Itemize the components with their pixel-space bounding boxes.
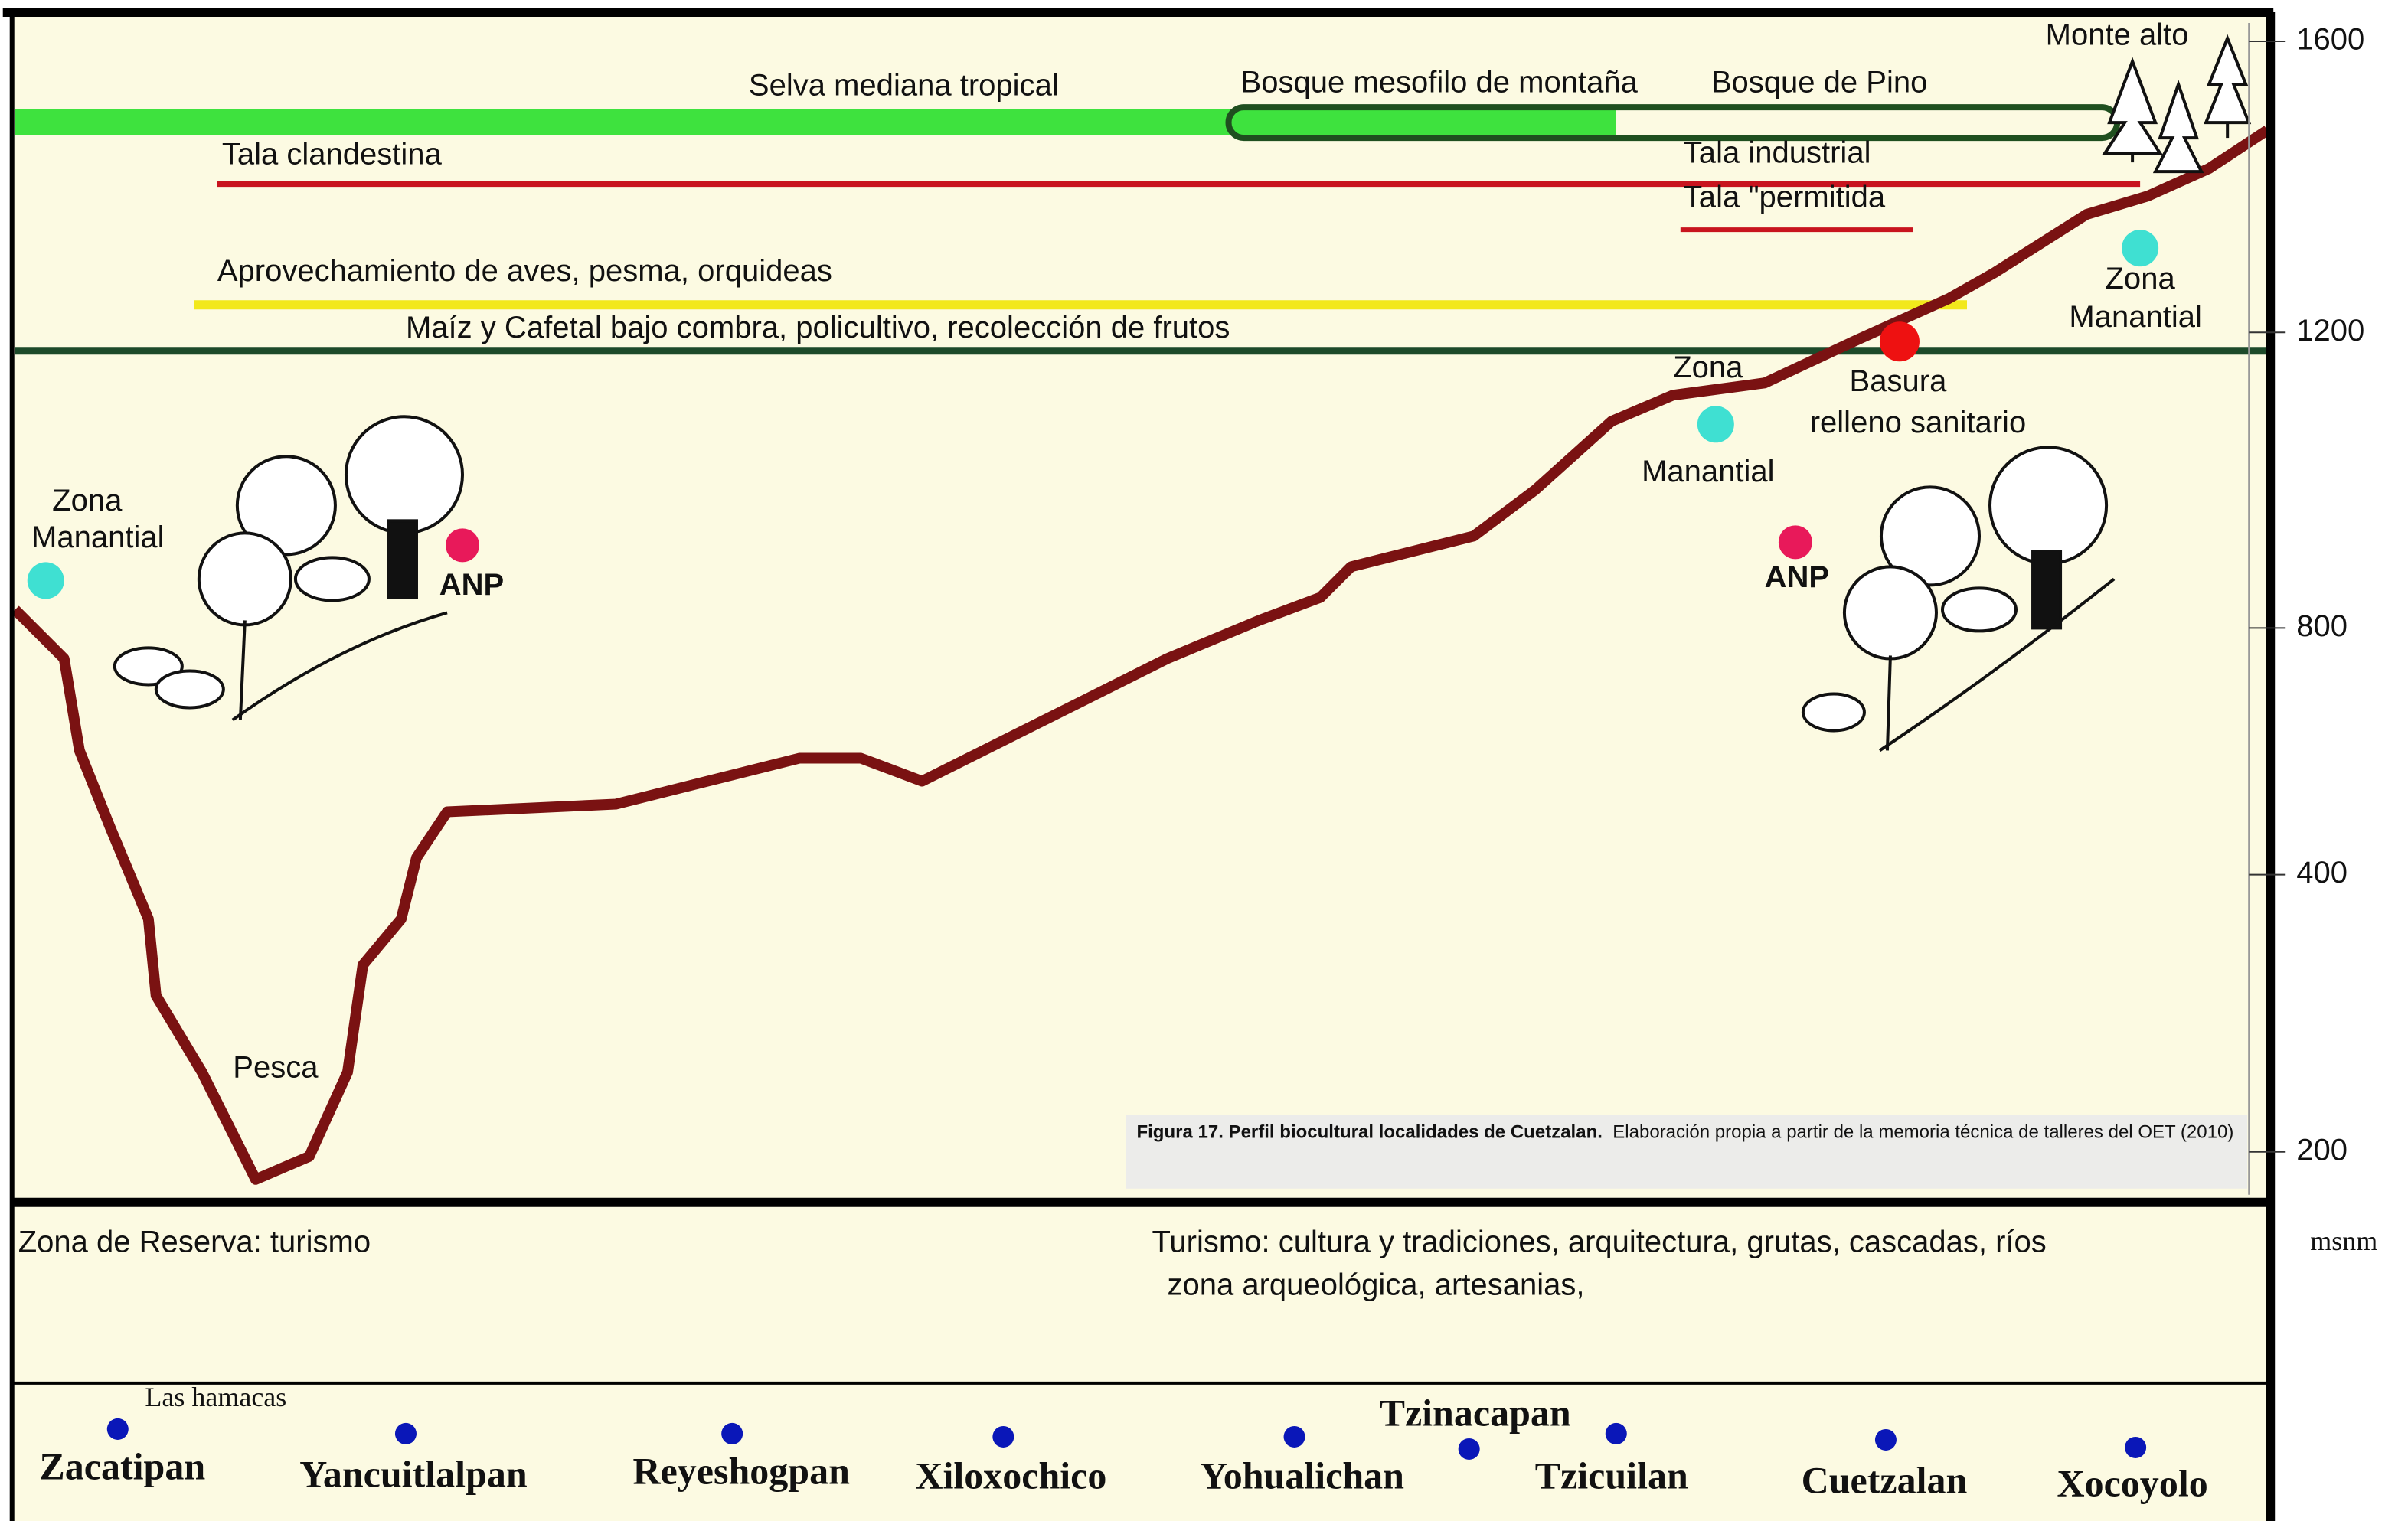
locality-dot — [107, 1418, 129, 1440]
spring-marker — [1697, 406, 1734, 442]
diagram-label: Bosque mesofilo de montaña — [1241, 66, 1639, 100]
locality-label: Zacatipan — [39, 1444, 205, 1487]
diagram-label: Bosque de Pino — [1711, 66, 1928, 100]
anp-marker — [1779, 525, 1812, 559]
profile-diagram: Figura 17. Perfil biocultural localidade… — [0, 0, 2408, 1521]
locality-dot — [1606, 1423, 1627, 1444]
axis-tick-label: 200 — [2296, 1133, 2348, 1167]
caption-text: Figura 17. Perfil biocultural localidade… — [1136, 1120, 2236, 1144]
waste-marker — [1880, 321, 1920, 361]
spring-marker — [28, 562, 64, 599]
diagram-label: ANP — [439, 568, 505, 602]
diagram-label: Zona — [1673, 351, 1743, 384]
locality-label: Reyeshogpan — [632, 1449, 850, 1492]
axis-tick-label: 400 — [2296, 856, 2348, 889]
locality-label: Yancuitlalpan — [299, 1452, 528, 1495]
diagram-label: Manantial — [2069, 300, 2202, 334]
diagram-label: Basura — [1850, 364, 1948, 398]
locality-dot — [1284, 1426, 1305, 1448]
locality-label: Tzinacapan — [1380, 1391, 1571, 1434]
diagram-label: Maíz y Cafetal bajo combra, policultivo,… — [406, 311, 1230, 344]
locality-dot — [992, 1426, 1014, 1448]
diagram-label: Tala clandestina — [222, 138, 443, 171]
locality-label: Cuetzalan — [1802, 1458, 1968, 1501]
caption-title: Figura 17. Perfil biocultural localidade… — [1136, 1121, 1602, 1143]
diagram-label: Pesca — [233, 1050, 319, 1084]
locality-dot — [395, 1423, 417, 1444]
selva-band — [15, 109, 1616, 135]
locality-label: Xocoyolo — [2057, 1461, 2207, 1504]
diagram-label: Manantial — [31, 521, 165, 554]
caption: Figura 17. Perfil biocultural localidade… — [1136, 1120, 2236, 1184]
locality-dot — [2125, 1437, 2146, 1458]
axis-tick-label: 800 — [2296, 609, 2348, 643]
locality-dot — [721, 1423, 743, 1444]
locality-label: Tzicuilan — [1535, 1454, 1688, 1497]
diagram-label: Tala "permitida — [1684, 181, 1886, 214]
diagram-label: relleno sanitario — [1810, 406, 2027, 439]
locality-label: Yohualichan — [1200, 1454, 1404, 1497]
locality-label: Xiloxochico — [915, 1454, 1106, 1497]
axis-tick-label: 1600 — [2296, 23, 2364, 57]
locality-dot — [1459, 1438, 1480, 1460]
axis-unit: msnm — [2310, 1226, 2377, 1256]
zone-label: Zona de Reserva: turismo — [18, 1225, 371, 1258]
diagram-label: ANP — [1765, 560, 1830, 594]
panel — [12, 12, 2270, 1521]
page: Figura 17. Perfil biocultural localidade… — [0, 0, 2408, 1521]
anp-marker — [446, 528, 479, 562]
locality-dot — [1875, 1429, 1897, 1451]
zone-label: Turismo: cultura y tradiciones, arquitec… — [1152, 1225, 2046, 1258]
diagram-label: Monte alto — [2046, 18, 2189, 52]
diagram-label: Aprovechamiento de aves, pesma, orquidea… — [217, 254, 832, 288]
zone-label: zona arqueológica, artesanias, — [1167, 1268, 1584, 1301]
diagram-label: Zona — [52, 484, 123, 517]
caption-body: Elaboración propia a partir de la memori… — [1612, 1121, 2233, 1143]
diagram-label: Selva mediana tropical — [749, 69, 1059, 103]
diagram-label: Zona — [2106, 262, 2176, 295]
locality-label: Las hamacas — [145, 1382, 286, 1412]
diagram-label: Tala industrial — [1684, 136, 1871, 170]
diagram-label: Manantial — [1642, 455, 1775, 488]
axis-tick-label: 1200 — [2296, 314, 2364, 348]
